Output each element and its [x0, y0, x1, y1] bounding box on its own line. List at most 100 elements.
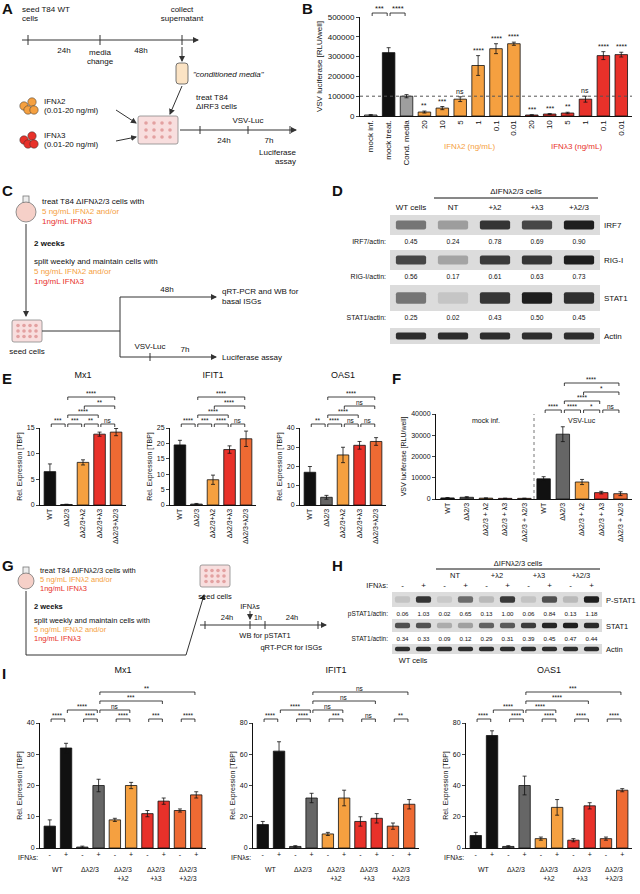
- svg-text:****: ****: [86, 390, 97, 397]
- svg-text:WT cells: WT cells: [396, 203, 427, 212]
- svg-text:****: ****: [290, 703, 301, 710]
- svg-text:****: ****: [576, 712, 587, 719]
- svg-text:0: 0: [457, 844, 461, 851]
- svg-text:****: ****: [216, 390, 227, 397]
- svg-text:basal ISGs: basal ISGs: [222, 297, 261, 306]
- svg-text:****: ****: [567, 403, 578, 410]
- svg-text:WT: WT: [46, 508, 53, 520]
- svg-text:****: ****: [478, 712, 489, 719]
- svg-text:Δλ2/3+λ2: Δλ2/3+λ2: [339, 509, 346, 538]
- svg-text:change: change: [87, 57, 114, 66]
- svg-text:1h: 1h: [254, 614, 262, 621]
- svg-text:Δλ2/3+λ2/3: Δλ2/3+λ2/3: [605, 866, 623, 882]
- svg-text:Luciferase: Luciferase: [259, 148, 296, 157]
- svg-text:****: ****: [77, 703, 88, 710]
- svg-text:0.17: 0.17: [446, 273, 459, 280]
- svg-text:0.45: 0.45: [543, 635, 556, 642]
- svg-text:0: 0: [427, 495, 431, 502]
- svg-text:40: 40: [287, 424, 295, 431]
- svg-text:0.01: 0.01: [509, 120, 518, 136]
- svg-text:60: 60: [453, 751, 461, 758]
- svg-text:Δλ2/3+λ3: Δλ2/3+λ3: [226, 509, 233, 538]
- svg-text:-: -: [262, 851, 265, 858]
- svg-text:10: 10: [545, 120, 554, 129]
- svg-text:5 ng/mL IFNλ2 and/or: 5 ng/mL IFNλ2 and/or: [42, 207, 119, 216]
- svg-text:IRF7: IRF7: [604, 221, 622, 230]
- svg-text:ns: ns: [356, 685, 364, 692]
- svg-text:Rel. Expression [TBP]: Rel. Expression [TBP]: [276, 432, 284, 501]
- svg-text:0.65: 0.65: [459, 610, 472, 617]
- svg-text:48h: 48h: [160, 285, 173, 294]
- svg-text:Δλ2/3+λ2: Δλ2/3+λ2: [114, 866, 132, 882]
- svg-text:Δλ2/3 + λ2/3: Δλ2/3 + λ2/3: [521, 503, 528, 542]
- svg-text:Δλ2/3 + λ3: Δλ2/3 + λ3: [598, 503, 605, 536]
- svg-text:media: media: [89, 48, 111, 57]
- svg-text:0.1: 0.1: [492, 120, 501, 132]
- svg-text:ns: ns: [365, 712, 373, 719]
- svg-text:****: ****: [491, 35, 502, 42]
- svg-text:20: 20: [420, 120, 429, 129]
- svg-text:****: ****: [85, 712, 96, 719]
- svg-text:Δλ2/3+λ2: Δλ2/3+λ2: [327, 866, 345, 882]
- svg-text:40000: 40000: [411, 410, 431, 417]
- svg-text:WT: WT: [265, 866, 277, 873]
- svg-text:0.56: 0.56: [404, 273, 417, 280]
- svg-text:***: ***: [569, 685, 577, 692]
- svg-text:Δλ2/3+λ3: Δλ2/3+λ3: [360, 866, 378, 882]
- svg-text:+λ2: +λ2: [491, 571, 503, 580]
- svg-text:-: -: [359, 851, 362, 858]
- svg-text:200000: 200000: [328, 72, 355, 81]
- svg-text:Luciferase assay: Luciferase assay: [222, 353, 282, 362]
- svg-text:ns: ns: [581, 87, 589, 94]
- svg-text:ΔIFNλ2/3 cells: ΔIFNλ2/3 cells: [494, 559, 543, 568]
- svg-text:0.02: 0.02: [446, 314, 459, 321]
- svg-text:****: ****: [616, 43, 627, 50]
- svg-text:OAS1: OAS1: [331, 370, 355, 380]
- svg-text:-: -: [146, 851, 149, 858]
- svg-text:0.09: 0.09: [438, 635, 451, 642]
- svg-text:100000: 100000: [328, 92, 355, 101]
- svg-text:Δλ2/3+λ2/3: Δλ2/3+λ2/3: [179, 866, 197, 882]
- svg-text:seed T84 WT: seed T84 WT: [22, 5, 70, 14]
- svg-text:-: -: [401, 581, 404, 590]
- svg-text:IFNλs:: IFNλs:: [366, 581, 388, 590]
- svg-text:+: +: [407, 851, 411, 858]
- svg-text:0.34: 0.34: [396, 635, 409, 642]
- svg-text:Rel. Expression [TBP]: Rel. Expression [TBP]: [442, 751, 450, 820]
- svg-text:+: +: [421, 581, 426, 590]
- svg-text:40: 40: [240, 782, 248, 789]
- svg-text:STAT1/actin:: STAT1/actin:: [351, 635, 388, 642]
- svg-text:0.24: 0.24: [446, 238, 459, 245]
- svg-text:Δλ2/3: Δλ2/3: [559, 503, 566, 521]
- svg-text:NT: NT: [450, 571, 460, 580]
- svg-text:+: +: [375, 851, 379, 858]
- svg-text:IFIT1: IFIT1: [202, 370, 223, 380]
- svg-text:Δλ2/3+λ3: Δλ2/3+λ3: [573, 866, 591, 882]
- svg-text:ns: ns: [111, 703, 119, 710]
- svg-text:supernatant: supernatant: [161, 14, 204, 23]
- svg-text:split weekly and maintain cell: split weekly and maintain cells with: [34, 616, 150, 625]
- svg-text:****: ****: [298, 712, 309, 719]
- svg-text:20: 20: [287, 463, 295, 470]
- svg-text:Δλ2/3: Δλ2/3: [63, 509, 70, 527]
- svg-text:Δλ2/3: Δλ2/3: [507, 866, 525, 873]
- svg-text:+: +: [64, 851, 68, 858]
- svg-text:**: **: [97, 399, 103, 406]
- svg-text:*: *: [600, 385, 603, 392]
- svg-text:-: -: [475, 851, 478, 858]
- svg-text:****: ****: [208, 408, 219, 415]
- svg-text:0.73: 0.73: [572, 273, 585, 280]
- svg-text:0.47: 0.47: [564, 635, 577, 642]
- svg-text:-: -: [81, 851, 84, 858]
- svg-text:5: 5: [456, 120, 465, 125]
- svg-text:25: 25: [157, 424, 165, 431]
- svg-text:**: **: [398, 712, 404, 719]
- svg-text:+: +: [97, 851, 101, 858]
- svg-text:15: 15: [27, 424, 35, 431]
- svg-text:-: -: [540, 851, 543, 858]
- svg-text:Rel. Expression [TBP]: Rel. Expression [TBP]: [229, 751, 237, 820]
- svg-text:-: -: [294, 851, 297, 858]
- svg-text:48h: 48h: [134, 46, 147, 55]
- svg-text:(0.01-20 ng/ml): (0.01-20 ng/ml): [44, 140, 99, 149]
- svg-text:7h: 7h: [265, 136, 274, 145]
